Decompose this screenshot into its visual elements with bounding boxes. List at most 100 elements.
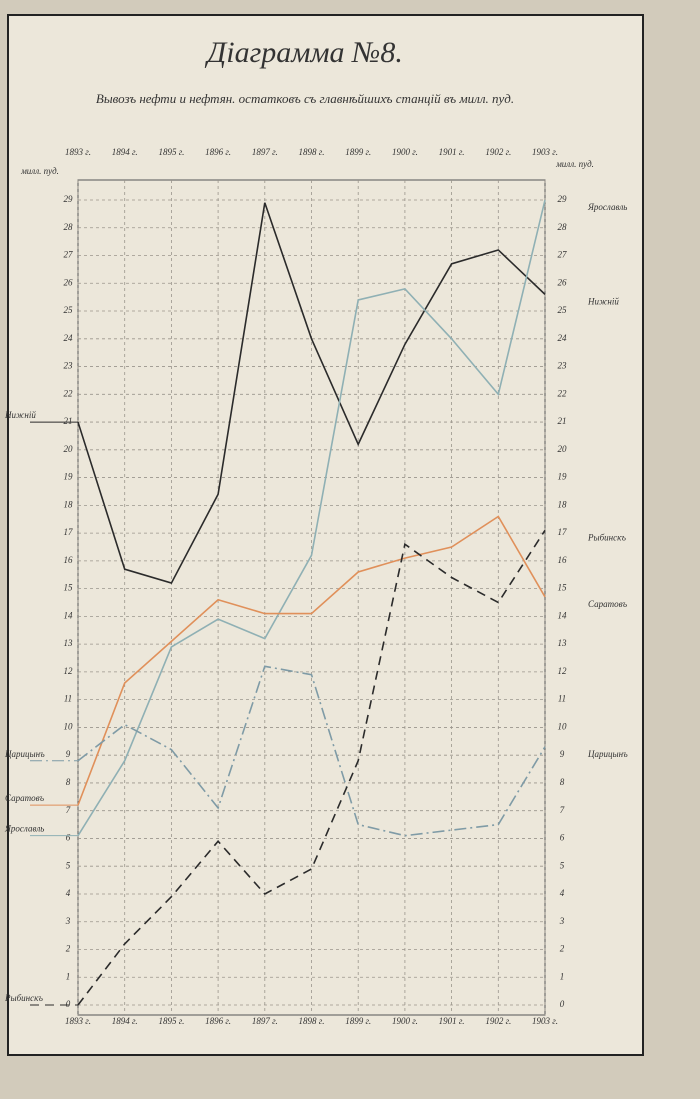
y-tick-label: 6 xyxy=(66,833,71,843)
x-tick-label-bottom: 1895 г. xyxy=(158,1016,184,1026)
y2-tick-label: 24 xyxy=(558,333,568,343)
y2-tick-label: 0 xyxy=(560,999,565,1009)
y-tick-label: 23 xyxy=(64,361,74,371)
y2-tick-label: 23 xyxy=(558,361,568,371)
y-tick-label: 26 xyxy=(64,277,74,287)
y2-tick-label: 16 xyxy=(558,555,568,565)
y2-tick-label: 26 xyxy=(558,277,568,287)
x-tick-label-top: 1898 г. xyxy=(299,147,325,157)
series-label-left: Саратовъ xyxy=(5,793,44,803)
y-tick-label: 3 xyxy=(65,916,71,926)
series-label-right: Рыбинскъ xyxy=(587,532,626,542)
chart-title: Діаграмма №8. xyxy=(204,36,403,69)
x-tick-label-bottom: 1898 г. xyxy=(299,1016,325,1026)
y-tick-label: 29 xyxy=(64,194,74,204)
y2-tick-label: 4 xyxy=(560,888,565,898)
series-line xyxy=(77,515,546,806)
y2-tick-label: 6 xyxy=(560,833,565,843)
x-tick-label-bottom: 1901 г. xyxy=(439,1016,465,1026)
y2-tick-label: 11 xyxy=(558,694,566,704)
series-label-left: Ярославль xyxy=(4,824,44,834)
x-tick-label-top: 1897 г. xyxy=(252,147,278,157)
y2-tick-label: 28 xyxy=(558,222,568,232)
paper-frame xyxy=(7,14,644,1056)
y2-tick-label: 12 xyxy=(558,666,568,676)
series-label-right: Ярославль xyxy=(587,202,627,212)
x-tick-label-bottom: 1894 г. xyxy=(112,1016,138,1026)
series-label-right: Саратовъ xyxy=(588,599,627,609)
series-label-right: Царицынъ xyxy=(587,749,628,759)
y-tick-label: 18 xyxy=(64,499,74,509)
y2-tick-label: 1 xyxy=(560,971,565,981)
y-tick-label: 21 xyxy=(64,416,73,426)
y2-axis-label: милл. пуд. xyxy=(555,159,594,169)
y-tick-label: 15 xyxy=(64,583,74,593)
series-line xyxy=(77,199,546,837)
y2-tick-label: 21 xyxy=(558,416,567,426)
series-label-left: Нижній xyxy=(4,410,36,420)
y-tick-label: 10 xyxy=(64,721,74,731)
y-tick-label: 11 xyxy=(64,694,72,704)
y-tick-label: 8 xyxy=(66,777,71,787)
series-label-left: Рыбинскъ xyxy=(4,993,43,1003)
y2-tick-label: 14 xyxy=(558,610,568,620)
chart-subtitle: Вывозъ нефти и нефтян. остатковъ съ глав… xyxy=(96,91,514,106)
x-tick-label-bottom: 1899 г. xyxy=(345,1016,371,1026)
y2-tick-label: 5 xyxy=(560,860,565,870)
y-tick-label: 20 xyxy=(64,444,74,454)
y-tick-label: 19 xyxy=(64,472,74,482)
y2-tick-label: 9 xyxy=(560,749,565,759)
y-tick-label: 9 xyxy=(66,749,71,759)
y2-tick-label: 8 xyxy=(560,777,565,787)
x-tick-label-top: 1896 г. xyxy=(205,147,231,157)
x-tick-label-bottom: 1903 г. xyxy=(532,1016,558,1026)
y2-tick-label: 15 xyxy=(558,583,568,593)
y2-tick-label: 17 xyxy=(558,527,568,537)
y-tick-label: 7 xyxy=(66,805,71,815)
series-line xyxy=(77,202,546,585)
y-tick-label: 4 xyxy=(66,888,71,898)
series-label-left: Царицынъ xyxy=(4,749,45,759)
x-tick-label-top: 1895 г. xyxy=(158,147,184,157)
x-tick-label-top: 1902 г. xyxy=(485,147,511,157)
y2-tick-label: 29 xyxy=(558,194,568,204)
y2-tick-label: 27 xyxy=(558,250,568,260)
y2-tick-label: 19 xyxy=(558,472,568,482)
y2-tick-label: 2 xyxy=(560,944,565,954)
y-tick-label: 25 xyxy=(64,305,74,315)
y2-tick-label: 20 xyxy=(558,444,568,454)
y-tick-label: 28 xyxy=(64,222,74,232)
y-tick-label: 5 xyxy=(66,860,71,870)
y2-tick-label: 13 xyxy=(558,638,568,648)
y-tick-label: 27 xyxy=(64,250,74,260)
y-tick-label: 0 xyxy=(66,999,71,1009)
y2-tick-label: 3 xyxy=(559,916,565,926)
x-tick-label-bottom: 1900 г. xyxy=(392,1016,418,1026)
x-tick-label-bottom: 1893 г. xyxy=(65,1016,91,1026)
series-line xyxy=(77,529,546,1006)
y2-tick-label: 25 xyxy=(558,305,568,315)
x-tick-label-top: 1900 г. xyxy=(392,147,418,157)
x-tick-label-top: 1903 г. xyxy=(532,147,558,157)
y-tick-label: 17 xyxy=(64,527,74,537)
x-tick-label-top: 1894 г. xyxy=(112,147,138,157)
x-tick-label-bottom: 1896 г. xyxy=(205,1016,231,1026)
x-tick-label-top: 1893 г. xyxy=(65,147,91,157)
series-label-right: Нижній xyxy=(587,296,619,306)
y2-tick-label: 10 xyxy=(558,721,568,731)
y-axis-label: милл. пуд. xyxy=(20,166,59,176)
y2-tick-label: 7 xyxy=(560,805,565,815)
y-tick-label: 2 xyxy=(66,944,71,954)
y-tick-label: 24 xyxy=(64,333,74,343)
y-tick-label: 16 xyxy=(64,555,74,565)
y-tick-label: 12 xyxy=(64,666,74,676)
x-tick-label-bottom: 1902 г. xyxy=(485,1016,511,1026)
y2-tick-label: 22 xyxy=(558,388,568,398)
y-tick-label: 14 xyxy=(64,610,74,620)
y2-tick-label: 18 xyxy=(558,499,568,509)
y-tick-label: 1 xyxy=(66,971,71,981)
x-tick-label-top: 1901 г. xyxy=(439,147,465,157)
y-tick-label: 22 xyxy=(64,388,74,398)
x-tick-label-top: 1899 г. xyxy=(345,147,371,157)
